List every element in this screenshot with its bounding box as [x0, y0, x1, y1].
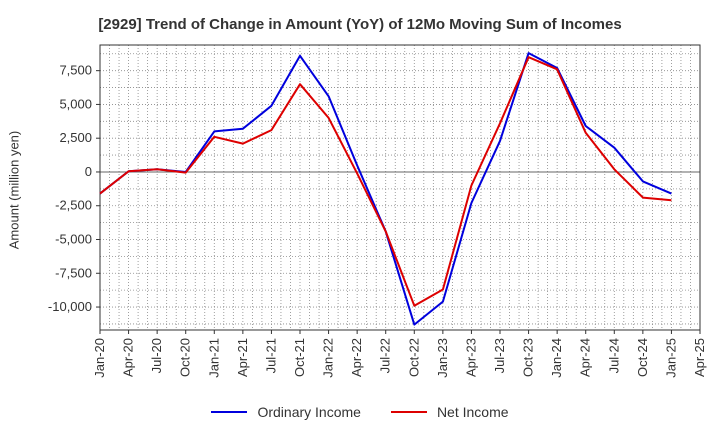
y-tick-label: 0 [85, 164, 92, 179]
x-tick-label: Oct-24 [635, 338, 650, 377]
x-tick-label: Jul-21 [263, 338, 278, 373]
x-tick-label: Jan-21 [206, 338, 221, 378]
x-tick-label: Jul-23 [492, 338, 507, 373]
x-tick-label: Jan-25 [663, 338, 678, 378]
y-tick-label: -2,500 [55, 198, 92, 213]
legend: Ordinary Income Net Income [0, 404, 720, 420]
x-tick-label: Apr-20 [121, 338, 136, 377]
legend-label-net-income: Net Income [436, 404, 509, 420]
legend-item-ordinary-income: Ordinary Income [211, 404, 361, 420]
y-tick-label: 5,000 [59, 96, 92, 111]
y-tick-label: -10,000 [48, 299, 92, 314]
chart-title: [2929] Trend of Change in Amount (YoY) o… [98, 16, 622, 33]
y-tick-label: 2,500 [59, 130, 92, 145]
x-tick-label: Jul-20 [149, 338, 164, 373]
x-tick-label: Jan-20 [92, 338, 107, 378]
x-tick-label: Oct-21 [292, 338, 307, 377]
legend-label-ordinary-income: Ordinary Income [257, 404, 361, 420]
x-tick-label: Apr-25 [692, 338, 707, 377]
x-tick-label: Apr-22 [349, 338, 364, 377]
x-tick-label: Oct-23 [521, 338, 536, 377]
x-tick-label: Apr-21 [235, 338, 250, 377]
x-tick-label: Jul-24 [606, 338, 621, 373]
series-line-net-income [99, 56, 672, 307]
x-tick-label: Jan-24 [549, 338, 564, 378]
y-tick-label: -7,500 [55, 265, 92, 280]
y-tick-label: -5,000 [55, 232, 92, 247]
x-tick-label: Jan-23 [435, 338, 450, 378]
x-tick-label: Jul-22 [378, 338, 393, 373]
x-tick-label: Oct-20 [178, 338, 193, 377]
x-tick-label: Apr-23 [463, 338, 478, 377]
legend-swatch-net-income [390, 411, 427, 413]
legend-item-net-income: Net Income [390, 404, 509, 420]
x-tick-label: Oct-22 [406, 338, 421, 377]
y-tick-label: 7,500 [59, 63, 92, 78]
legend-swatch-ordinary-income [211, 411, 248, 413]
plot-border [99, 44, 701, 331]
x-tick-label: Jan-22 [321, 338, 336, 378]
plot-background [100, 45, 700, 330]
x-tick-label: Apr-24 [578, 338, 593, 377]
